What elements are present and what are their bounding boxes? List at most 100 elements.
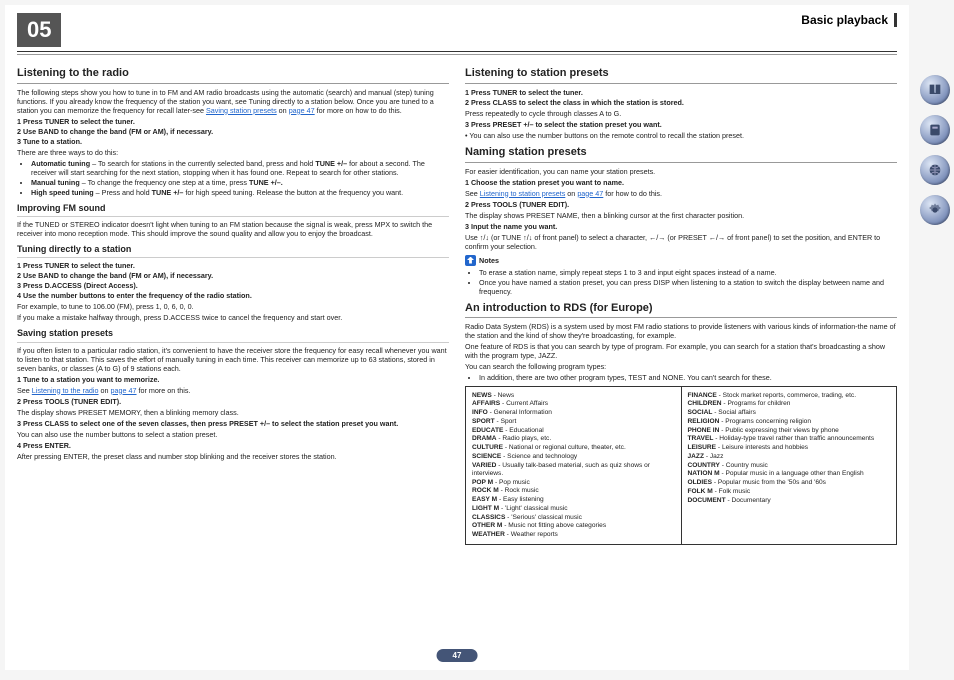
lp-step2: 2 Press CLASS to select the class in whi… <box>473 98 897 107</box>
rds-item: CHILDREN - Programs for children <box>688 400 891 408</box>
right-column: Listening to station presets 1 Press TUN… <box>465 61 897 545</box>
np2-text: The display shows PRESET NAME, then a bl… <box>465 211 897 220</box>
rds-item: AFFAIRS - Current Affairs <box>472 400 675 408</box>
step3-intro: There are three ways to do this: <box>17 148 449 157</box>
note-icon <box>465 255 476 266</box>
heading-naming-presets: Naming station presets <box>465 146 897 163</box>
rds-item: OTHER M - Music not fitting above catego… <box>472 522 675 530</box>
rds-item: FINANCE - Stock market reports, commerce… <box>688 392 891 400</box>
rds-item: NEWS - News <box>472 392 675 400</box>
np-step3: 3 Input the name you want. <box>473 222 897 231</box>
tuning-methods: Automatic tuning – To search for station… <box>31 159 449 197</box>
rds-item: DRAMA - Radio plays, etc. <box>472 435 675 443</box>
rds-item: SPORT - Sport <box>472 418 675 426</box>
note-1: To erase a station name, simply repeat s… <box>479 268 897 277</box>
step-3: 3 Tune to a station. <box>25 137 449 146</box>
heading-listening-presets: Listening to station presets <box>465 67 897 84</box>
side-nav-icons <box>920 75 950 225</box>
link-page47-c[interactable]: page 47 <box>577 189 603 198</box>
link-saving-presets[interactable]: Saving station presets <box>206 106 277 115</box>
rds-table: NEWS - NewsAFFAIRS - Current AffairsINFO… <box>465 386 897 544</box>
header-rule-2 <box>17 54 897 55</box>
sp1-link: See Listening to the radio on page 47 fo… <box>17 386 449 395</box>
sp-intro: If you often listen to a particular radi… <box>17 346 449 373</box>
rds-col-right: FINANCE - Stock market reports, commerce… <box>681 387 897 543</box>
intro-end: for more on how to do this. <box>315 106 402 115</box>
rds-item: NATION M - Popular music in a language o… <box>688 470 891 478</box>
step-1: 1 Press TUNER to select the tuner. <box>25 117 449 126</box>
sp-step1: 1 Tune to a station you want to memorize… <box>25 375 449 384</box>
heading-rds: An introduction to RDS (for Europe) <box>465 302 897 319</box>
settings-icon[interactable] <box>920 195 950 225</box>
rds-item: WEATHER - Weather reports <box>472 531 675 539</box>
heading-saving-presets: Saving station presets <box>17 328 449 342</box>
td-step4: 4 Use the number buttons to enter the fr… <box>25 291 449 300</box>
step-2: 2 Use BAND to change the band (FM or AM)… <box>25 127 449 136</box>
np-step1: 1 Choose the station preset you want to … <box>473 178 897 187</box>
header-rule <box>17 51 897 52</box>
page-number: 47 <box>437 649 478 662</box>
page-header: 05 Basic playback <box>5 5 909 51</box>
rds-item: LIGHT M - 'Light' classical music <box>472 505 675 513</box>
link-listening-presets[interactable]: Listening to station presets <box>480 189 566 198</box>
rds-item: POP M - Pop music <box>472 479 675 487</box>
sp-step2: 2 Press TOOLS (TUNER EDIT). <box>25 397 449 406</box>
rds-item: COUNTRY - Country music <box>688 462 891 470</box>
device-icon[interactable] <box>920 115 950 145</box>
chapter-number: 05 <box>17 13 61 47</box>
rds-intro3: You can search the following program typ… <box>465 362 897 371</box>
note-2: Once you have named a station preset, yo… <box>479 278 897 296</box>
rds-item: CULTURE - National or regional culture, … <box>472 444 675 452</box>
lp3-text: • You can also use the number buttons on… <box>465 131 897 140</box>
td-step2: 2 Use BAND to change the band (FM or AM)… <box>25 271 449 280</box>
rds-item: RELIGION - Programs concerning religion <box>688 418 891 426</box>
td-step3: 3 Press D.ACCESS (Direct Access). <box>25 281 449 290</box>
manual-tuning: Manual tuning – To change the frequency … <box>31 178 449 187</box>
highspeed-tuning: High speed tuning – Press and hold TUNE … <box>31 188 449 197</box>
content-columns: Listening to the radio The following ste… <box>5 61 909 545</box>
rds-item: SCIENCE - Science and technology <box>472 453 675 461</box>
book-icon[interactable] <box>920 75 950 105</box>
rds-item: LEISURE - Leisure interests and hobbies <box>688 444 891 452</box>
rds-item: JAZZ - Jazz <box>688 453 891 461</box>
td-error: If you make a mistake halfway through, p… <box>17 313 449 322</box>
link-page47-b[interactable]: page 47 <box>111 386 137 395</box>
rds-item: CLASSICS - 'Serious' classical music <box>472 514 675 522</box>
heading-listening-radio: Listening to the radio <box>17 67 449 84</box>
rds-item: SOCIAL - Social affairs <box>688 409 891 417</box>
rds-item: ROCK M - Rock music <box>472 487 675 495</box>
np-step2: 2 Press TOOLS (TUNER EDIT). <box>473 200 897 209</box>
rds-item: VARIED - Usually talk-based material, su… <box>472 462 675 478</box>
lp-step1: 1 Press TUNER to select the tuner. <box>473 88 897 97</box>
td-example: For example, to tune to 106.00 (FM), pre… <box>17 302 449 311</box>
auto-tuning: Automatic tuning – To search for station… <box>31 159 449 177</box>
sp-step4: 4 Press ENTER. <box>25 441 449 450</box>
network-icon[interactable] <box>920 155 950 185</box>
rds-item: EASY M - Easy listening <box>472 496 675 504</box>
rds-item: TRAVEL - Holiday-type travel rather than… <box>688 435 891 443</box>
fm-text: If the TUNED or STEREO indicator doesn't… <box>17 220 449 238</box>
np-intro: For easier identification, you can name … <box>465 167 897 176</box>
sp-step3: 3 Press CLASS to select one of the seven… <box>25 419 449 428</box>
intro-text: The following steps show you how to tune… <box>17 88 449 115</box>
rds-item: INFO - General Information <box>472 409 675 417</box>
rds-item: PHONE IN - Public expressing their views… <box>688 427 891 435</box>
lp-step3: 3 Press PRESET +/– to select the station… <box>473 120 897 129</box>
link-listening-radio[interactable]: Listening to the radio <box>32 386 99 395</box>
rds-item: OLDIES - Popular music from the '50s and… <box>688 479 891 487</box>
manual-page: 05 Basic playback Listening to the radio… <box>5 5 909 670</box>
rds-intro4: In addition, there are two other program… <box>479 373 897 382</box>
sp3-text: You can also use the number buttons to s… <box>17 430 449 439</box>
heading-improving-fm: Improving FM sound <box>17 203 449 217</box>
rds-col-left: NEWS - NewsAFFAIRS - Current AffairsINFO… <box>466 387 681 543</box>
sp2-text: The display shows PRESET MEMORY, then a … <box>17 408 449 417</box>
np1-link: See Listening to station presets on page… <box>465 189 897 198</box>
link-page47-a[interactable]: page 47 <box>289 106 315 115</box>
heading-tuning-directly: Tuning directly to a station <box>17 244 449 258</box>
rds-item: DOCUMENT - Documentary <box>688 497 891 505</box>
rds-item: FOLK M - Folk music <box>688 488 891 496</box>
notes-label: Notes <box>479 256 499 265</box>
td-step1: 1 Press TUNER to select the tuner. <box>25 261 449 270</box>
rds-intro2: One feature of RDS is that you can searc… <box>465 342 897 360</box>
rds-item: EDUCATE - Educational <box>472 427 675 435</box>
